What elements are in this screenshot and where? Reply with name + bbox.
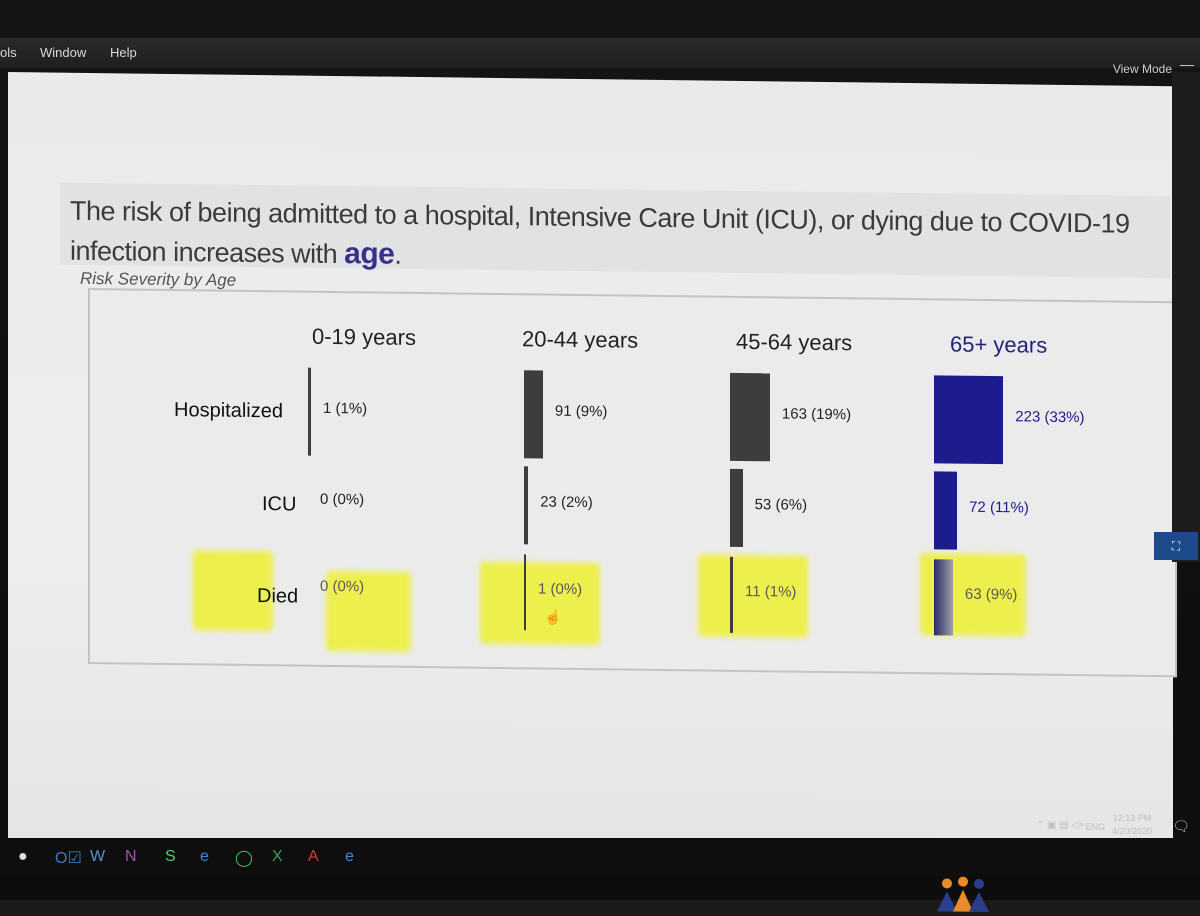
value-label-died-0-19: 0 (0%) xyxy=(320,577,365,596)
col-header-45-64: 45-64 years xyxy=(736,328,853,356)
slide-title-emphasis: age xyxy=(344,237,395,271)
value-label-hospitalized-45-64: 163 (19%) xyxy=(781,405,852,424)
value-label-died-45-64: 11 (1%) xyxy=(745,583,797,601)
edge-icon[interactable]: e xyxy=(200,848,209,865)
notification-icon[interactable]: 🗨 xyxy=(1172,818,1190,834)
ie-icon[interactable]: e xyxy=(345,848,354,865)
bar-died-45-64 xyxy=(730,556,733,633)
clock-date: 4/20/2020 xyxy=(1111,826,1152,836)
bar-icu-20-44 xyxy=(524,466,529,545)
whatsapp-icon[interactable]: ◯ xyxy=(235,850,253,867)
highlight-died-20-44 xyxy=(480,561,600,646)
value-label-died-20-44: 1 (0%) xyxy=(538,580,583,599)
minimize-button[interactable]: — xyxy=(1180,56,1194,72)
value-label-hospitalized-0-19: 1 (1%) xyxy=(323,399,368,418)
onenote-icon[interactable]: N xyxy=(125,848,137,865)
value-label-hospitalized-20-44: 91 (9%) xyxy=(554,402,608,421)
bar-hospitalized-20-44 xyxy=(524,370,543,459)
value-label-died-65: 63 (9%) xyxy=(964,585,1018,604)
menu-tools[interactable]: ols xyxy=(0,45,17,60)
row-label-died: Died xyxy=(257,585,299,608)
col-header-20-44: 20-44 years xyxy=(522,326,639,353)
hand-cursor-icon: ☝ xyxy=(544,608,562,625)
row-label-icu: ICU xyxy=(262,493,297,516)
slide-title-end: . xyxy=(394,239,402,270)
menu-help[interactable]: Help xyxy=(110,45,137,60)
skype-icon[interactable]: S xyxy=(165,848,176,865)
bar-icu-65 xyxy=(934,471,958,550)
value-label-icu-45-64: 53 (6%) xyxy=(754,496,808,514)
slide: The risk of being admitted to a hospital… xyxy=(8,72,1177,912)
side-panel: ⛶ xyxy=(1154,72,1200,562)
menu-window[interactable]: Window xyxy=(40,45,87,60)
word-icon[interactable]: W xyxy=(90,848,106,865)
view-mode-button[interactable]: View Mode xyxy=(1112,62,1172,76)
expand-button[interactable]: ⛶ xyxy=(1154,532,1198,560)
value-label-hospitalized-65: 223 (33%) xyxy=(1015,408,1085,427)
value-label-icu-20-44: 23 (2%) xyxy=(540,493,593,512)
clock[interactable]: 12:13 PM 4/20/2020 xyxy=(1112,812,1152,838)
bar-died-65 xyxy=(934,559,953,636)
system-tray-icons[interactable]: ⌃ ▣ ▤ ◁× xyxy=(1035,820,1085,831)
col-header-65: 65+ years xyxy=(950,331,1048,358)
language-indicator[interactable]: ENG xyxy=(1085,822,1105,832)
chart-marks: 1 (1%) 91 (9%) 163 (19%) 223 (33%) 0 (0%) 23 … xyxy=(8,72,1173,636)
slide-title-text: The risk of being admitted to a hospital… xyxy=(70,195,1130,270)
excel-icon[interactable]: X xyxy=(272,848,283,865)
bar-icu-45-64 xyxy=(730,468,743,547)
bar-hospitalized-45-64 xyxy=(730,372,770,462)
chat-icon[interactable]: ● xyxy=(18,848,28,865)
menu-bar: ols Window Help xyxy=(0,38,1200,68)
col-header-0-19: 0-19 years xyxy=(312,323,416,350)
value-label-icu-0-19: 0 (0%) xyxy=(320,490,365,509)
organization-logo-icon xyxy=(937,876,989,912)
row-label-hospitalized: Hospitalized xyxy=(174,399,283,423)
value-label-icu-65: 72 (11%) xyxy=(969,498,1029,517)
bar-hospitalized-0-19 xyxy=(308,367,311,456)
clock-time: 12:13 PM xyxy=(1112,813,1152,823)
acrobat-icon[interactable]: A xyxy=(308,848,319,865)
bar-died-20-44 xyxy=(524,554,526,631)
taskbar: ● O☑ W N S e ◯ X A e xyxy=(0,838,1200,876)
bar-hospitalized-65 xyxy=(934,375,1004,465)
outlook-icon[interactable]: O☑ xyxy=(55,850,82,867)
